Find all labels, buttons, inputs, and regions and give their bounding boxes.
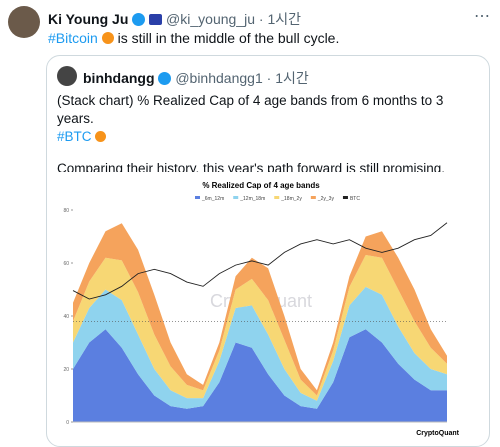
y-tick-label: 60 [63,261,69,267]
legend-swatch [310,196,316,199]
y-tick-label: 80 [63,208,69,214]
area [73,286,447,409]
legend-label: _6m_12m [201,196,224,202]
bitcoin-icon [101,32,114,44]
quote-handle: @binhdangg1 [175,70,263,86]
area [73,223,447,396]
chart-title: % Realized Cap of 4 age bands [202,181,320,190]
legend-label: _2y_3y [317,196,335,202]
quote-author: binhdangg [83,70,155,86]
line: #BTC [57,128,482,146]
bitcoin-icon [95,131,107,142]
quote-text: (Stack chart) % Realized Cap of 4 age ba… [57,92,482,178]
verified-badge [158,72,172,85]
avatar[interactable] [8,6,40,38]
handle[interactable]: @ki_young_ju [166,11,255,27]
y-tick-label: 40 [63,314,69,320]
author[interactable]: Ki Young Ju [48,11,129,27]
legend-swatch [233,196,239,199]
verified-badge [132,13,146,26]
hashtag: #BTC [57,129,92,144]
legend-label: _18m_2y [280,196,302,202]
legend-swatch [342,196,348,199]
affiliate-badge [149,14,163,25]
tweet-text: #Bitcoin is still in the middle of the b… [48,30,339,46]
time[interactable]: 1시간 [267,11,301,27]
tweet-header: Ki Young Ju @ki_young_ju · 1시간 [48,11,301,27]
quote-card[interactable]: binhdangg @binhdangg1 · 1시간 (Stack chart… [46,55,490,447]
legend-swatch [195,196,200,199]
area [73,255,447,401]
quote-header: binhdangg @binhdangg1 · 1시간 [83,70,309,86]
line: (Stack chart) % Realized Cap of 4 age ba… [57,93,444,126]
chart: % Realized Cap of 4 age bands CryptoQuan… [55,172,467,440]
quote-time: 1시간 [275,70,309,86]
legend-swatch [274,196,280,199]
btc-line [72,222,448,300]
area [73,329,447,422]
more-icon[interactable]: ⋯ [474,8,490,25]
legend-label: _12m_18m [239,196,265,202]
page: Ki Young Ju @ki_young_ju · 1시간 ⋯ #Bitcoi… [8,6,490,447]
text: is still in the middle of the bull cycle… [117,30,340,46]
legend-label: BTC [350,196,360,202]
y-tick-label: 0 [66,420,69,426]
y-tick-label: 20 [63,367,69,373]
hashtag[interactable]: #Bitcoin [48,30,98,46]
quote-avatar [57,66,77,86]
